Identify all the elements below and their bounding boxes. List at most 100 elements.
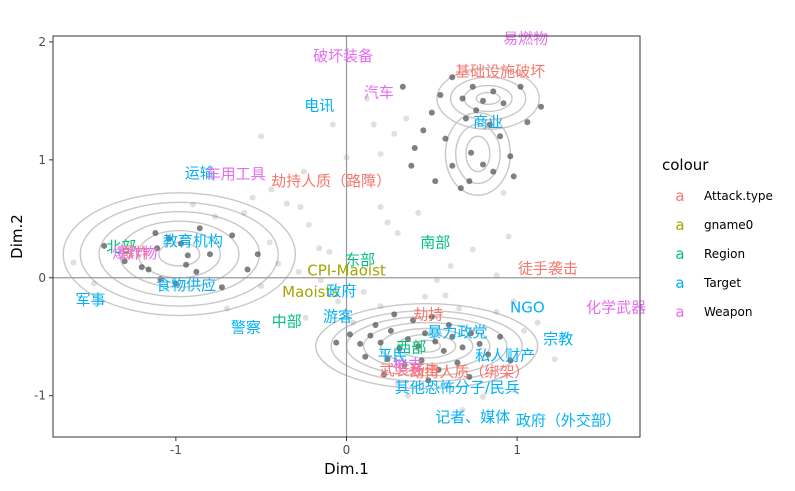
category-label: 军事 <box>76 291 106 309</box>
data-point <box>490 168 497 175</box>
category-label: NGO <box>510 298 545 316</box>
data-point <box>538 103 545 110</box>
category-label: 平民 <box>378 347 408 365</box>
data-point <box>403 115 410 122</box>
data-point <box>432 178 439 185</box>
category-label: 游客 <box>323 308 353 326</box>
x-tick-label: 0 <box>343 443 351 457</box>
category-label: 私人财产 <box>475 347 535 365</box>
data-point <box>101 242 108 249</box>
data-point <box>410 317 417 324</box>
data-point <box>442 292 449 299</box>
data-point <box>372 321 379 328</box>
data-point <box>317 277 324 284</box>
category-label: 暴力政党 <box>427 323 487 341</box>
data-point <box>428 109 435 116</box>
data-point <box>229 232 236 239</box>
data-point <box>302 314 309 321</box>
data-point <box>480 97 487 104</box>
data-point <box>480 161 487 168</box>
data-point <box>152 229 159 236</box>
data-point <box>254 251 261 258</box>
data-point <box>241 209 248 216</box>
data-point <box>360 288 367 295</box>
data-point <box>466 178 473 185</box>
data-point <box>401 362 408 369</box>
data-point <box>500 100 507 107</box>
y-tick-label: 1 <box>38 153 46 167</box>
y-tick-label: 0 <box>38 271 46 285</box>
data-point <box>415 209 422 216</box>
data-point <box>456 305 463 312</box>
category-label: 宗教 <box>543 330 573 348</box>
data-point <box>275 260 282 267</box>
density-contour-0-2 <box>118 220 240 288</box>
data-point <box>399 83 406 90</box>
data-point <box>316 245 323 252</box>
data-point <box>391 130 398 137</box>
data-point <box>462 115 469 122</box>
data-point <box>486 121 493 128</box>
data-point <box>367 332 374 339</box>
data-point <box>445 382 452 389</box>
density-contour-3-0 <box>465 135 491 173</box>
data-point <box>266 239 273 246</box>
data-point <box>249 194 256 201</box>
category-label: 武装袭击 <box>380 361 440 379</box>
data-point <box>411 145 418 152</box>
data-point <box>377 204 384 211</box>
data-point <box>454 359 461 366</box>
data-points <box>70 74 558 413</box>
density-contour-3-1 <box>455 123 501 185</box>
density-contour-2-1 <box>463 84 513 113</box>
data-point <box>425 377 432 384</box>
category-label: 食物供应 <box>156 276 216 294</box>
data-point <box>138 264 145 271</box>
x-tick-label: -1 <box>170 443 182 457</box>
data-point <box>90 280 97 287</box>
data-point <box>258 283 265 290</box>
y-axis-title: Dim.2 <box>8 214 26 259</box>
data-point <box>177 240 184 247</box>
data-point <box>408 162 415 169</box>
data-point <box>466 373 473 380</box>
density-contour-2-3 <box>436 67 541 130</box>
data-point <box>384 219 391 226</box>
data-point <box>206 251 213 258</box>
data-point <box>387 327 394 334</box>
data-point <box>377 150 384 157</box>
data-point <box>268 186 275 193</box>
category-label: 中部 <box>272 312 302 330</box>
data-point <box>505 233 512 240</box>
data-point <box>189 201 196 208</box>
data-point <box>510 298 517 305</box>
data-point <box>459 95 466 102</box>
legend-key-glyph: a <box>675 187 684 205</box>
data-point <box>497 333 504 340</box>
data-point <box>346 331 353 338</box>
category-label: 徒手袭击 <box>518 259 578 277</box>
legend-entry-label: Weapon <box>704 305 752 319</box>
density-contour-1-2 <box>379 327 474 365</box>
legend-entry-label: gname0 <box>704 218 753 232</box>
data-point <box>480 393 487 400</box>
category-label: 南部 <box>420 233 450 251</box>
data-point <box>363 173 370 180</box>
category-label: 汽车 <box>364 84 394 102</box>
data-point <box>370 121 377 128</box>
data-point <box>420 127 427 134</box>
y-tick-label: -1 <box>34 389 46 403</box>
data-point <box>121 258 128 265</box>
density-contour-1-6 <box>315 303 539 390</box>
category-label: 劫持 <box>413 305 443 323</box>
category-label: 电讯 <box>304 97 334 115</box>
legend-key-glyph: a <box>675 216 684 234</box>
data-point <box>445 321 452 328</box>
data-point <box>396 345 403 352</box>
data-point <box>449 74 456 81</box>
data-point <box>510 386 517 393</box>
legend: colour a Attack.type a gname0 a Region a Target… <box>662 156 773 321</box>
category-label: 警察 <box>231 318 261 336</box>
data-point <box>459 406 466 413</box>
data-point <box>394 380 401 387</box>
